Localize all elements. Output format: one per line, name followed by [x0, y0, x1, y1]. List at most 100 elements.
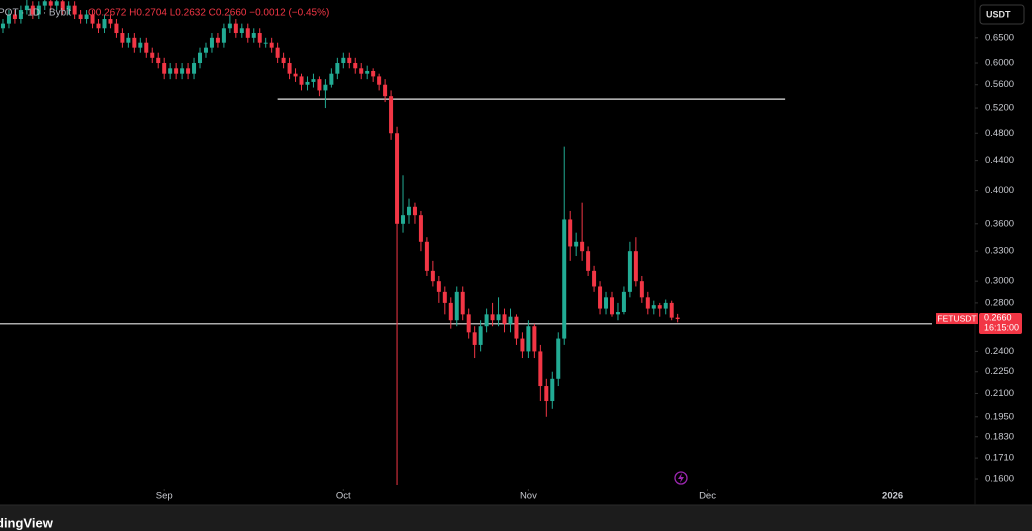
- y-tick-label: 0.6000: [985, 58, 1014, 69]
- price-tag: [979, 313, 1022, 335]
- candle-body: [389, 96, 394, 134]
- candle-body: [281, 57, 286, 64]
- candle-body: [412, 206, 417, 216]
- candle-body: [311, 79, 316, 82]
- candle-body: [472, 332, 477, 345]
- x-tick-label: Nov: [520, 491, 537, 502]
- candle-body: [72, 5, 77, 15]
- candle-body: [78, 14, 83, 20]
- candle-body: [215, 37, 220, 43]
- candle-body: [359, 68, 364, 74]
- candle-body: [192, 63, 197, 74]
- candle-body: [371, 70, 376, 77]
- candle-body: [66, 5, 71, 11]
- candle-body: [239, 28, 244, 34]
- candle-body: [108, 19, 113, 24]
- ohlc-text: O0.2672 H0.2704 L0.2632 C0.2660 −0.0012 …: [88, 8, 329, 19]
- candle-body: [0, 23, 5, 29]
- candle-body: [6, 14, 11, 24]
- bottom-bar: [0, 505, 1032, 531]
- candle-body: [609, 297, 614, 315]
- y-tick-label: 0.3000: [985, 276, 1014, 287]
- candle-body: [156, 57, 161, 64]
- candle-body: [430, 270, 435, 282]
- candle-body: [341, 57, 346, 64]
- candle-body: [120, 33, 125, 43]
- candle-body: [436, 281, 441, 292]
- y-tick-label: 0.3600: [985, 218, 1014, 229]
- candle-body: [102, 19, 107, 29]
- y-tick-label: 0.6500: [985, 32, 1014, 43]
- candle-body: [657, 305, 662, 309]
- candle-body: [209, 37, 214, 48]
- candle-body: [377, 76, 382, 85]
- candle-body: [639, 281, 644, 298]
- candle-body: [520, 338, 525, 352]
- candle-body: [526, 326, 531, 352]
- candle-body: [514, 316, 519, 339]
- currency-button[interactable]: [979, 4, 1025, 25]
- candle-body: [138, 42, 143, 48]
- candle-body: [532, 326, 537, 352]
- candle-body: [198, 52, 203, 64]
- x-tick-label: Sep: [156, 491, 173, 502]
- y-tick-label: 0.5600: [985, 79, 1014, 90]
- candle-body: [448, 302, 453, 321]
- candle-body: [48, 1, 53, 6]
- candle-body: [144, 42, 149, 53]
- candle-body: [460, 291, 465, 315]
- candle-body: [556, 338, 561, 379]
- candle-body: [645, 297, 650, 309]
- candle-body: [180, 68, 185, 74]
- candle-body: [502, 314, 507, 324]
- candle-body: [562, 219, 567, 339]
- candle-body: [347, 57, 352, 64]
- candle-body: [168, 68, 173, 74]
- y-tick-label: 0.2400: [985, 346, 1014, 357]
- y-tick-label: 0.1830: [985, 431, 1014, 442]
- x-tick-label: Oct: [336, 491, 351, 502]
- currency-label: USDT: [986, 9, 1011, 19]
- candle-body: [484, 314, 489, 327]
- candle-body: [651, 305, 656, 309]
- candle-body: [132, 37, 137, 48]
- candle-body: [287, 63, 292, 74]
- candle-body: [586, 251, 591, 271]
- candle-body: [353, 63, 358, 69]
- candle-body: [568, 219, 573, 247]
- price-tag-symbol-bg: [936, 313, 978, 325]
- candle-body: [90, 14, 95, 24]
- candle-body: [395, 133, 400, 224]
- candle-body: [150, 52, 155, 58]
- candle-body: [424, 241, 429, 271]
- candle-body: [36, 5, 41, 15]
- candle-body: [365, 70, 370, 74]
- y-tick-label: 0.4400: [985, 155, 1014, 166]
- watermark: dingView: [0, 515, 54, 530]
- candle-body: [257, 33, 262, 43]
- candle-body: [418, 215, 423, 242]
- candle-body: [675, 317, 680, 320]
- y-tick-label: 0.2100: [985, 388, 1014, 399]
- candle-body: [221, 28, 226, 43]
- price-tag-label: 0.2660: [984, 312, 1012, 322]
- candle-body: [96, 23, 101, 29]
- y-tick-label: 0.2250: [985, 366, 1014, 377]
- lightning-icon[interactable]: [674, 471, 688, 485]
- y-tick-label: 0.1950: [985, 411, 1014, 422]
- candle-body: [251, 33, 256, 38]
- candle-body: [24, 5, 29, 11]
- candle-body: [335, 63, 340, 74]
- candle-body: [508, 316, 513, 324]
- candle-body: [18, 10, 23, 20]
- candle-body: [114, 23, 119, 34]
- candle-body: [323, 84, 328, 91]
- candle-body: [84, 14, 89, 20]
- countdown: 16:15:00: [984, 322, 1019, 332]
- candle-body: [621, 291, 626, 313]
- candle-body: [269, 42, 274, 48]
- candle-body: [275, 47, 280, 58]
- candle-body: [329, 73, 334, 85]
- y-tick-label: 0.1600: [985, 474, 1014, 485]
